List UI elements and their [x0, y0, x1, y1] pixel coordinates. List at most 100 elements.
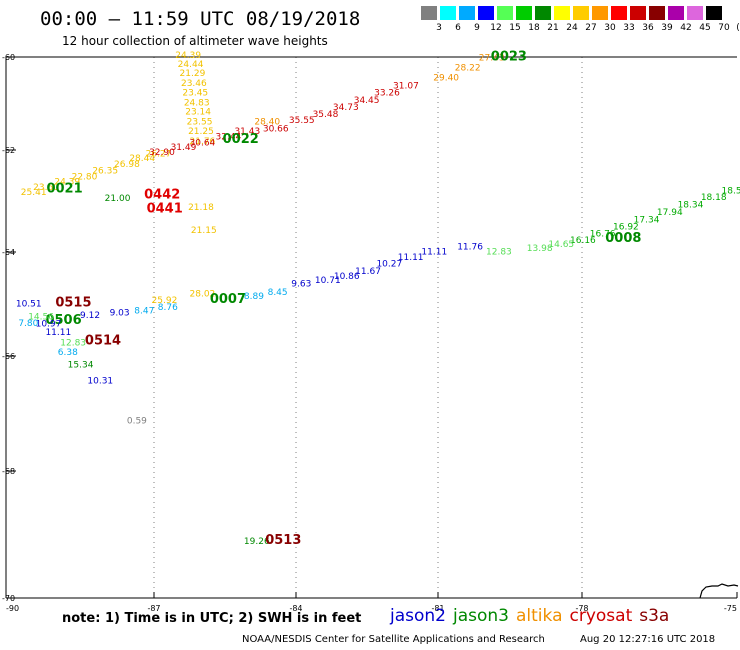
wave-height-label: 35.48: [313, 110, 339, 120]
lat-tick-label: -70: [2, 594, 15, 603]
lat-tick-label: -66: [2, 352, 15, 361]
satellite-altika: altika: [516, 606, 563, 626]
credit-line: NOAA/NESDIS Center for Satellite Applica…: [242, 634, 545, 645]
wave-height-label: 23.46: [181, 79, 207, 89]
legend-label: 18: [528, 23, 540, 33]
wave-height-label: 26.35: [92, 166, 118, 176]
wave-height-label: 10.86: [334, 272, 360, 282]
wave-height-label: 25.41: [21, 188, 47, 198]
wave-height-label: 8.47: [134, 306, 154, 316]
legend-swatch: [668, 6, 685, 20]
legend-swatch: [554, 6, 571, 20]
legend-swatch: [421, 6, 438, 20]
wave-height-label: 34.73: [333, 103, 359, 113]
wave-height-label: 11.76: [457, 242, 483, 252]
wave-height-label: 35.55: [289, 116, 315, 126]
wave-height-label: 8.89: [244, 292, 264, 302]
legend-swatch: [497, 6, 514, 20]
lat-tick-label: -60: [2, 53, 15, 62]
wave-height-label: 28.22: [455, 63, 481, 73]
legend-label: 3: [436, 23, 442, 33]
legend-label: 33: [623, 23, 635, 33]
wave-height-label: 31.07: [393, 82, 419, 92]
pass-time-label: 0441: [147, 202, 183, 217]
legend-label: 6: [455, 23, 461, 33]
wave-height-label: 17.34: [634, 215, 660, 225]
legend-label: 27: [585, 23, 597, 33]
wave-height-label: 18.34: [678, 201, 704, 211]
lon-tick-label: -90: [6, 604, 19, 613]
wave-height-label: 32.90: [149, 148, 175, 158]
pass-time-label: 0514: [85, 334, 121, 349]
pass-time-label: 0023: [491, 50, 527, 65]
wave-height-label: 21.29: [180, 69, 206, 79]
pass-time-label: 0506: [45, 313, 81, 328]
wave-height-label: 16.16: [570, 236, 596, 246]
map-title: 00:00 – 11:59 UTC 08/19/2018: [40, 8, 361, 30]
wave-height-label: 25.92: [152, 296, 178, 306]
legend-label: 30: [604, 23, 616, 33]
wave-height-label: 7.80: [18, 319, 38, 329]
legend-label: 15: [509, 23, 521, 33]
legend-label: (ft): [736, 23, 740, 33]
legend-swatch: [611, 6, 628, 20]
satellite-s3a: s3a: [639, 606, 670, 626]
wave-height-label: 22.80: [72, 173, 98, 183]
wave-height-label: 15.34: [68, 361, 94, 371]
wave-height-label: 8.45: [268, 288, 288, 298]
wave-height-label: 24.83: [184, 98, 210, 108]
wave-height-label: 11.67: [355, 267, 381, 277]
satellite-jason2: jason2: [390, 606, 446, 626]
lat-tick-label: -62: [2, 146, 15, 155]
wave-height-label: 11.11: [398, 253, 424, 263]
lon-tick-label: -87: [147, 604, 160, 613]
satellite-cryosat: cryosat: [569, 606, 633, 626]
wave-height-label: 24.39: [54, 178, 80, 188]
wave-height-label: 14.65: [548, 240, 574, 250]
legend-swatch: [592, 6, 609, 20]
wave-height-label: 21.18: [188, 203, 214, 213]
wave-height-label: 27.43: [479, 54, 505, 64]
wave-height-label: 23.60: [33, 183, 59, 193]
wave-height-label: 26.27: [146, 150, 172, 160]
wave-height-label: 21.00: [105, 194, 131, 204]
legend-label: 70: [718, 23, 730, 33]
lon-tick-label: -84: [289, 604, 302, 613]
pass-time-label: 0515: [55, 296, 91, 311]
wave-height-label: 10.71: [315, 276, 341, 286]
wave-height-label: 14.56: [28, 313, 54, 323]
wave-height-label: 17.94: [657, 208, 683, 218]
wave-height-label: 23.55: [187, 117, 213, 127]
wave-height-label: 28.44: [129, 154, 155, 164]
wave-height-label: 21.76: [190, 137, 216, 147]
wave-height-label: 9.12: [80, 311, 100, 321]
legend-label: 36: [642, 23, 654, 33]
legend-label: 12: [490, 23, 502, 33]
legend-swatch: [459, 6, 476, 20]
legend-label: 9: [474, 23, 480, 33]
wave-height-label: 12.83: [60, 339, 86, 349]
wave-height-label: 32.44: [216, 132, 242, 142]
wave-height-label: 31.49: [171, 143, 197, 153]
wave-height-label: 0.59: [127, 416, 147, 426]
wave-height-label: 21.25: [188, 127, 214, 137]
legend-label: 42: [680, 23, 692, 33]
wave-height-label: 11.11: [45, 328, 71, 338]
pass-time-label: 0442: [144, 187, 180, 202]
wave-height-label: 34.45: [354, 96, 380, 106]
legend-label: 24: [566, 23, 578, 33]
legend-swatch: [706, 6, 723, 20]
wave-height-label: 9.03: [110, 308, 130, 318]
wave-height-label: 16.92: [613, 223, 639, 233]
legend-swatch: [440, 6, 457, 20]
legend-swatch: [478, 6, 495, 20]
wave-height-label: 16.76: [590, 230, 616, 240]
legend-label: 21: [547, 23, 559, 33]
lon-tick-label: -81: [431, 604, 444, 613]
wave-height-label: 29.40: [433, 73, 459, 83]
wave-height-label: 9.63: [291, 279, 311, 289]
wave-height-label: 31.43: [234, 127, 260, 137]
wave-height-label: 18.58: [722, 186, 740, 196]
wave-height-label: 33.26: [374, 89, 400, 99]
